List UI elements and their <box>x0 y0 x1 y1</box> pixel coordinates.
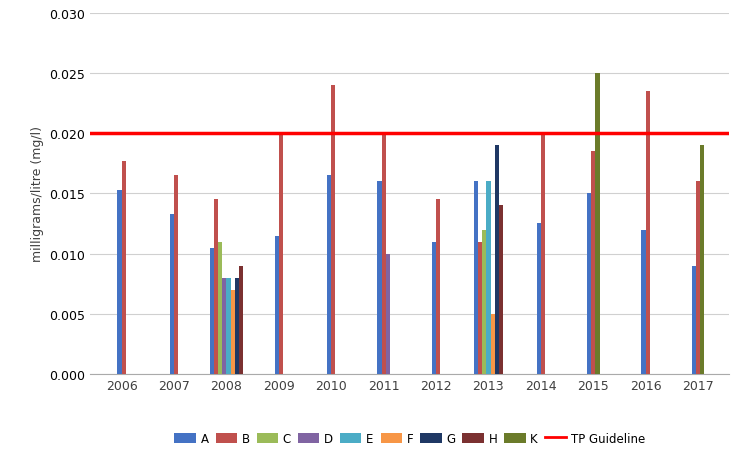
Bar <box>378 182 381 374</box>
Bar <box>170 214 174 374</box>
Bar <box>122 161 126 374</box>
Bar <box>226 278 231 374</box>
Bar <box>646 92 650 374</box>
Bar <box>432 242 436 374</box>
Bar <box>214 200 218 374</box>
Bar <box>210 248 214 374</box>
Bar <box>117 190 122 374</box>
Bar <box>495 146 499 374</box>
Bar <box>692 266 696 374</box>
Bar <box>279 134 283 374</box>
Bar <box>696 182 700 374</box>
Bar <box>174 176 178 374</box>
Bar <box>596 74 599 374</box>
Bar <box>700 146 705 374</box>
Bar <box>235 278 239 374</box>
Bar <box>537 224 541 374</box>
Bar <box>482 230 487 374</box>
Legend: A, B, C, D, E, F, G, H, K, TP Guideline: A, B, C, D, E, F, G, H, K, TP Guideline <box>170 427 650 450</box>
Bar <box>478 242 482 374</box>
Bar <box>239 266 243 374</box>
Bar <box>541 134 545 374</box>
Bar <box>223 278 226 374</box>
Bar <box>474 182 478 374</box>
Bar <box>436 200 440 374</box>
Bar <box>331 86 335 374</box>
Bar <box>386 254 390 374</box>
Bar <box>490 314 495 374</box>
Bar <box>487 182 490 374</box>
Bar <box>587 194 591 374</box>
Bar <box>231 290 235 374</box>
Bar <box>218 242 223 374</box>
Bar <box>274 236 279 374</box>
Bar <box>327 176 331 374</box>
Bar <box>641 230 646 374</box>
Bar <box>591 152 596 374</box>
Bar <box>499 206 503 374</box>
Bar <box>381 134 386 374</box>
Y-axis label: milligrams/litre (mg/l): milligrams/litre (mg/l) <box>31 126 44 262</box>
